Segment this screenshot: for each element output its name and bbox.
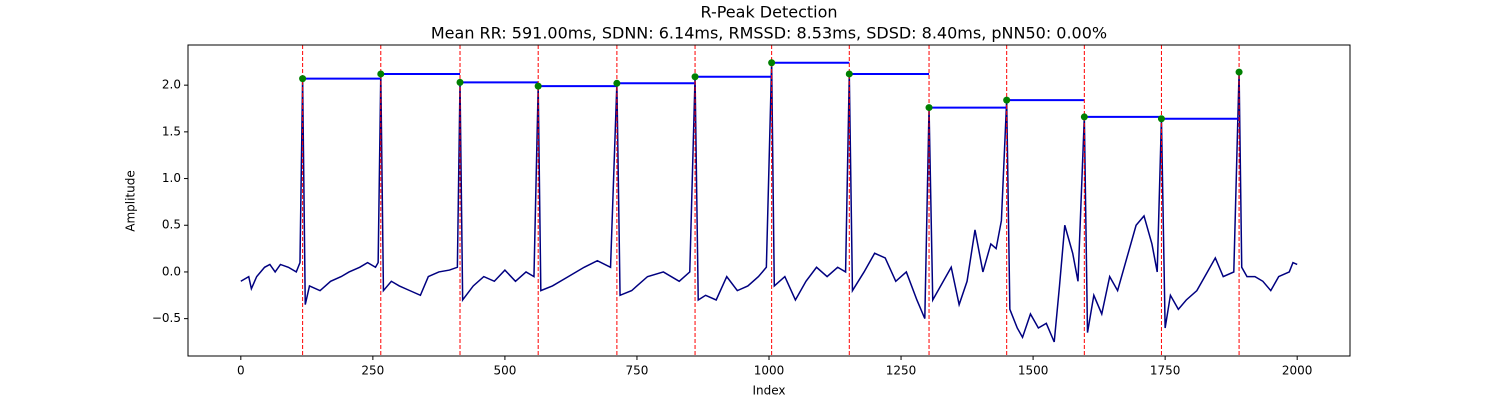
signal-line	[240, 62, 1298, 343]
peak-point	[691, 73, 699, 81]
peak-point	[1157, 115, 1165, 123]
x-tick-label: 0	[237, 364, 245, 378]
peak-point	[1080, 113, 1088, 121]
x-tick-label: 2000	[1282, 364, 1313, 378]
peak-point	[613, 79, 621, 87]
y-tick-label: 2.0	[162, 78, 181, 92]
chart-title: R-Peak Detection	[700, 3, 837, 22]
x-tick-label: 1250	[886, 364, 917, 378]
x-tick-label: 500	[493, 364, 516, 378]
y-axis-label: Amplitude	[124, 170, 138, 232]
y-tick-label: −0.5	[152, 311, 181, 325]
peak-point	[1003, 96, 1011, 104]
peak-point	[377, 70, 385, 78]
plot-frame	[187, 44, 1351, 357]
y-tick-label: 0.5	[162, 218, 181, 232]
peak-point	[925, 104, 933, 112]
x-tick-label: 1500	[1018, 364, 1049, 378]
x-tick-label: 1000	[754, 364, 785, 378]
peak-point	[768, 59, 776, 67]
y-tick-label: 1.0	[162, 171, 181, 185]
peak-point	[299, 75, 307, 83]
y-tick-label: 1.5	[162, 124, 181, 138]
x-tick-label: 250	[361, 364, 384, 378]
peak-point	[845, 70, 853, 78]
chart-subtitle: Mean RR: 591.00ms, SDNN: 6.14ms, RMSSD: …	[431, 24, 1107, 43]
y-tick-label: 0.0	[162, 264, 181, 278]
x-axis-label: Index	[752, 384, 785, 398]
peak-point	[1235, 68, 1243, 76]
peak-point	[456, 78, 464, 86]
x-tick-label: 1750	[1150, 364, 1181, 378]
peak-point	[534, 82, 542, 90]
x-tick-label: 750	[626, 364, 649, 378]
